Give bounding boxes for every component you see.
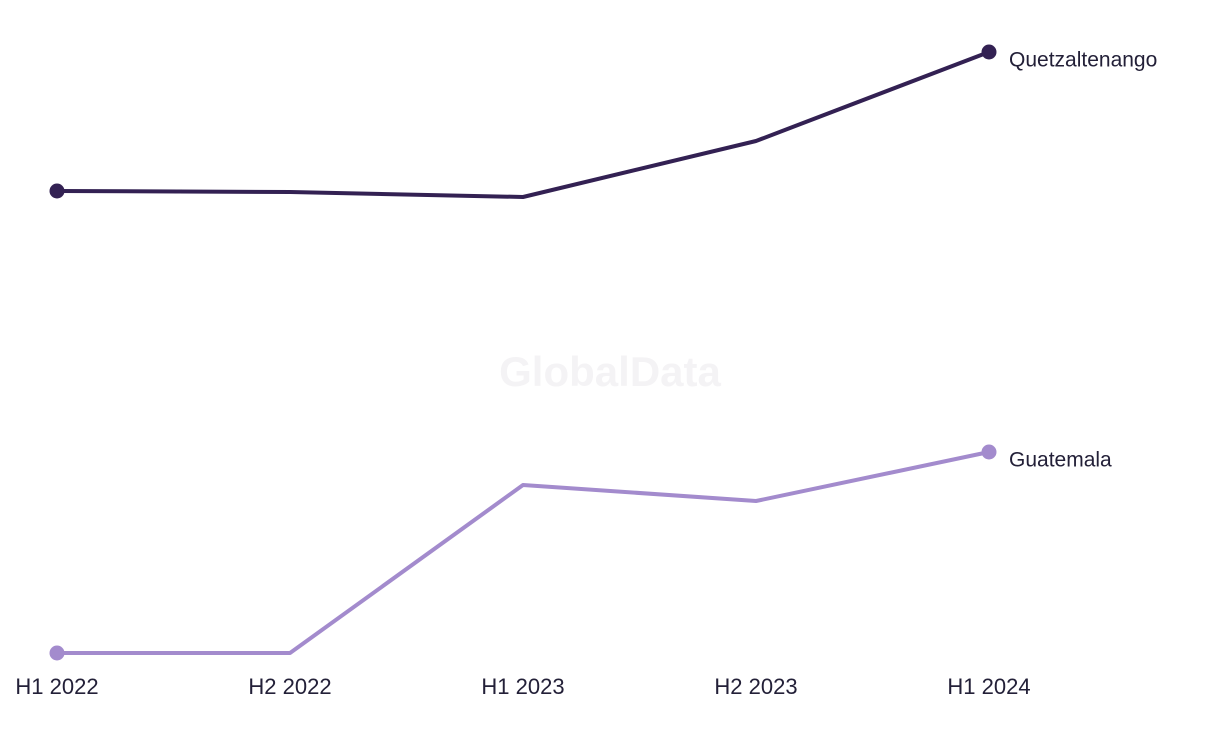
- series-marker-start: [49, 645, 65, 661]
- x-axis-label: H2 2023: [714, 674, 797, 699]
- watermark-text: GlobalData: [499, 348, 721, 395]
- x-axis-label: H1 2023: [481, 674, 564, 699]
- x-axis-label: H1 2024: [947, 674, 1030, 699]
- series-marker-end: [981, 444, 997, 460]
- series-end-label: Guatemala: [1009, 449, 1112, 472]
- x-axis-label: H2 2022: [248, 674, 331, 699]
- series-line-quetzaltenango: [55, 50, 991, 199]
- series-end-label: Quetzaltenango: [1009, 49, 1157, 72]
- series-line-guatemala: [55, 450, 991, 655]
- series-marker-start: [49, 183, 65, 199]
- series-marker-end: [981, 44, 997, 60]
- x-axis-label: H1 2022: [15, 674, 98, 699]
